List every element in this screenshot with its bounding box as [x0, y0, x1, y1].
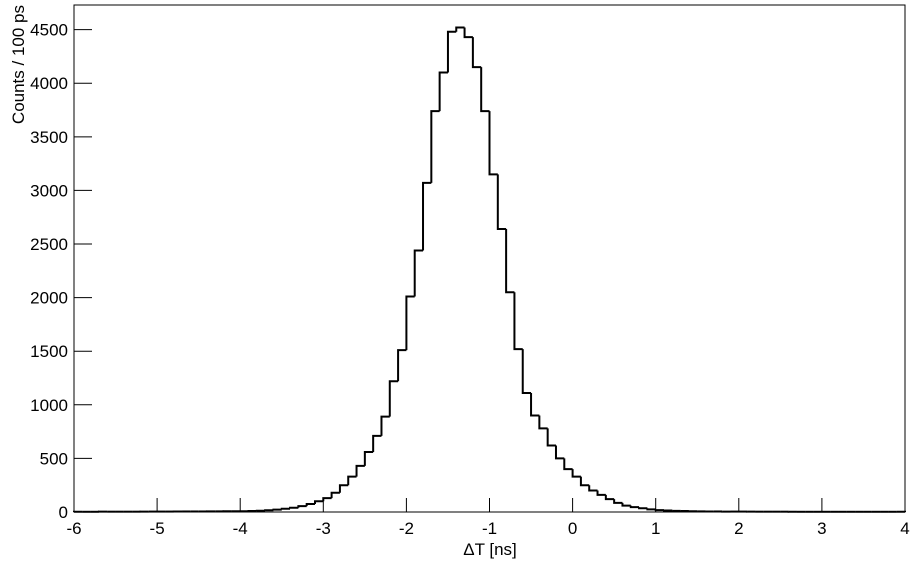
histogram-bin: [446, 30, 457, 73]
histogram-bin: [513, 292, 523, 351]
histogram-bin: [380, 415, 390, 436]
histogram-bin: [330, 491, 340, 499]
histogram-bin: [363, 450, 374, 466]
histogram-bin: [654, 509, 665, 512]
y-tick-label: 3500: [30, 128, 68, 147]
histogram-bin: [480, 67, 490, 113]
y-tick-label: 2000: [30, 289, 68, 308]
histogram-bin: [530, 393, 540, 417]
histogram-bin: [355, 464, 365, 477]
x-tick-label: -4: [233, 519, 248, 538]
histogram-bin: [388, 380, 399, 417]
histogram-bin: [521, 349, 532, 395]
histogram-bin: [397, 349, 407, 382]
y-tick-label: 500: [40, 449, 68, 468]
histogram-bin: [538, 415, 548, 430]
x-tick-label: -2: [399, 519, 414, 538]
histogram-bin: [638, 507, 648, 510]
histogram-bin: [405, 295, 415, 351]
x-tick-label: 3: [817, 519, 826, 538]
y-tick-label: 4000: [30, 74, 68, 93]
plot-frame: [73, 4, 906, 513]
histogram-bin: [563, 458, 573, 471]
histogram-bin: [347, 475, 357, 486]
histogram-bin: [322, 497, 332, 502]
y-tick-label: 4500: [30, 21, 68, 40]
histogram-bin: [629, 505, 640, 509]
histogram-bin: [471, 37, 482, 69]
histogram-bin: [571, 469, 581, 478]
histogram-bin: [297, 505, 307, 508]
histogram-bin: [488, 111, 498, 176]
histogram-bin: [554, 445, 565, 460]
x-tick-label: 0: [568, 519, 577, 538]
x-tick-label: 2: [734, 519, 743, 538]
histogram-bin: [280, 507, 291, 510]
histogram-bin: [272, 508, 282, 511]
histogram-bin: [372, 434, 382, 452]
y-axis-label: Counts / 100 ps: [9, 5, 28, 124]
histogram-bin: [305, 502, 315, 507]
x-tick-label: -5: [150, 519, 165, 538]
histogram-bin: [646, 508, 656, 511]
histogram-bin: [289, 506, 299, 509]
y-tick-label: 3000: [30, 181, 68, 200]
y-tick-label: 1000: [30, 396, 68, 415]
histogram-bin: [579, 476, 590, 487]
x-tick-label: -6: [66, 519, 81, 538]
x-tick-label: 4: [900, 519, 909, 538]
histogram-bin: [496, 174, 507, 231]
x-tick-label: 1: [651, 519, 660, 538]
histogram-bin: [588, 485, 598, 492]
histogram-bin: [463, 27, 473, 39]
x-tick-label: -1: [482, 519, 497, 538]
histogram-bin: [430, 110, 440, 183]
y-tick-label: 0: [59, 503, 68, 522]
histogram-bin: [621, 502, 631, 507]
histogram-bin: [438, 71, 448, 112]
y-tick-label: 1500: [30, 342, 68, 361]
x-tick-label: -3: [316, 519, 331, 538]
histogram-bin: [604, 494, 615, 501]
histogram-bin: [613, 499, 623, 504]
histogram-bin: [505, 229, 515, 294]
histogram-bin: [455, 26, 465, 32]
histogram-bin: [338, 484, 349, 493]
x-axis-label: ΔT [ns]: [463, 540, 517, 559]
y-tick-label: 2500: [30, 235, 68, 254]
histogram-bin: [422, 181, 432, 251]
histogram-bin: [546, 428, 556, 447]
histogram-bin: [413, 249, 424, 297]
histogram-bin: [596, 490, 606, 496]
histogram-bin: [313, 500, 324, 504]
